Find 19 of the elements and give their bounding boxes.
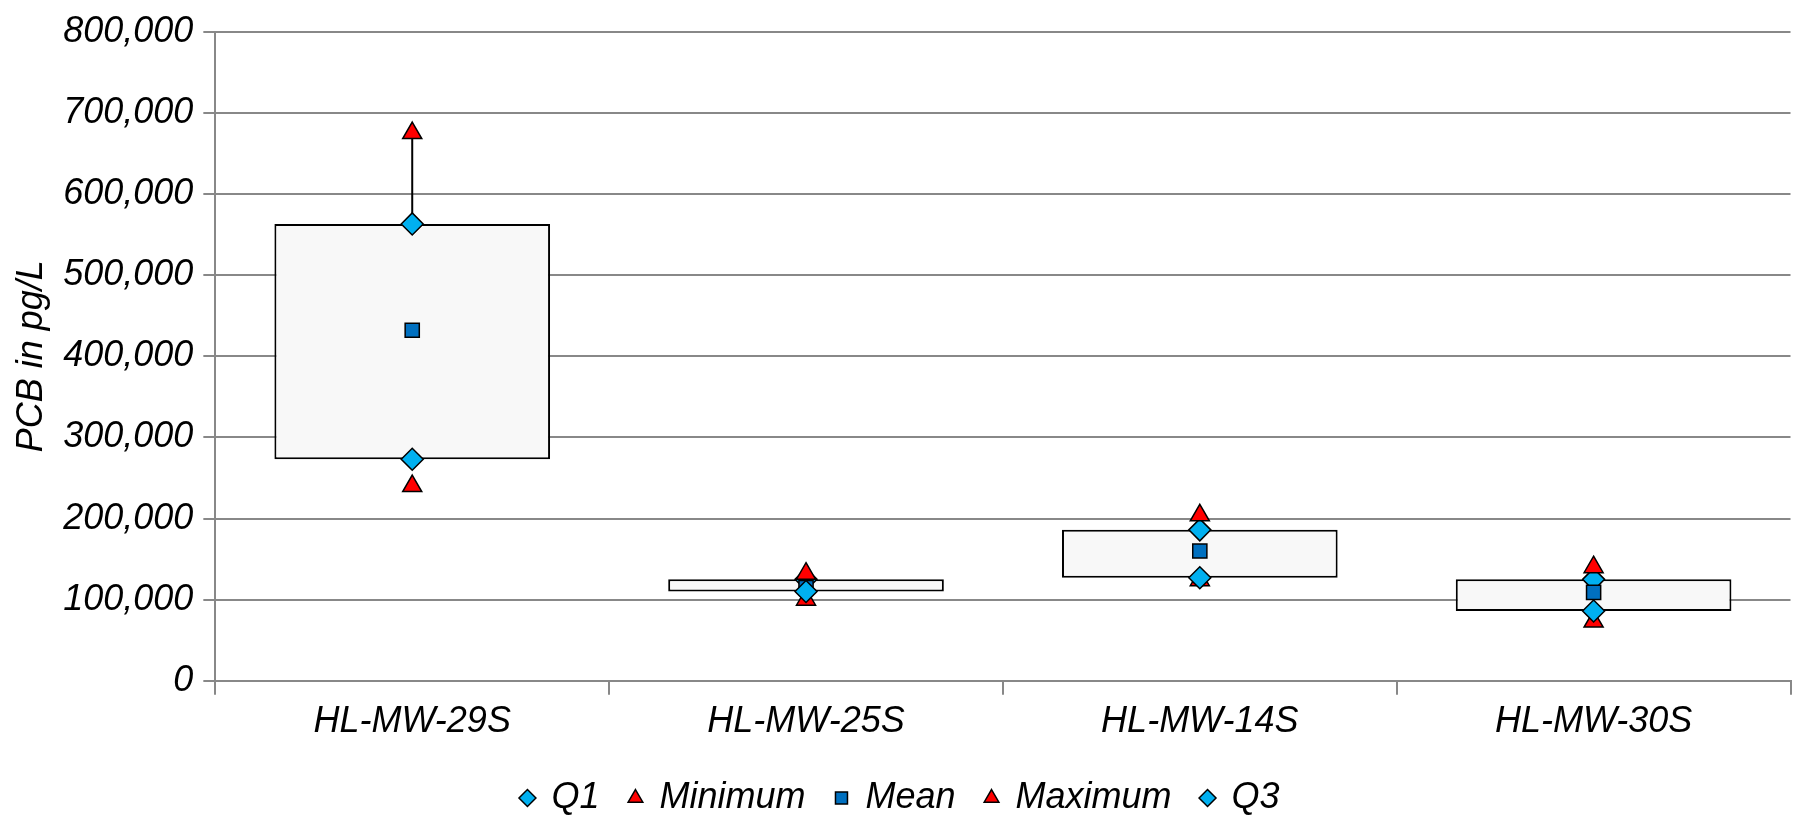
y-tick-label: 200,000 [62, 495, 194, 537]
y-tick-label: 800,000 [63, 8, 194, 50]
y-tick-label: 700,000 [63, 89, 194, 131]
y-axis-title: PCB in pg/L [8, 260, 50, 453]
legend-label: Maximum [1015, 775, 1172, 817]
y-tick-label: 100,000 [63, 576, 194, 618]
legend-label: Q3 [1231, 775, 1280, 817]
legend-label: Minimum [659, 775, 806, 817]
y-tick-label: 300,000 [63, 414, 194, 456]
legend-label: Q1 [551, 775, 600, 817]
x-tick-label: HL-MW-29S [313, 699, 511, 741]
legend-label: Mean [865, 775, 956, 817]
y-tick-label: 400,000 [63, 333, 194, 375]
x-tick-label: HL-MW-30S [1494, 699, 1693, 741]
y-tick-label: 600,000 [63, 170, 194, 212]
y-tick-label: 0 [173, 657, 194, 699]
y-tick-label: 500,000 [63, 252, 194, 294]
x-tick-label: HL-MW-25S [707, 699, 905, 741]
x-tick-label: HL-MW-14S [1101, 699, 1299, 741]
